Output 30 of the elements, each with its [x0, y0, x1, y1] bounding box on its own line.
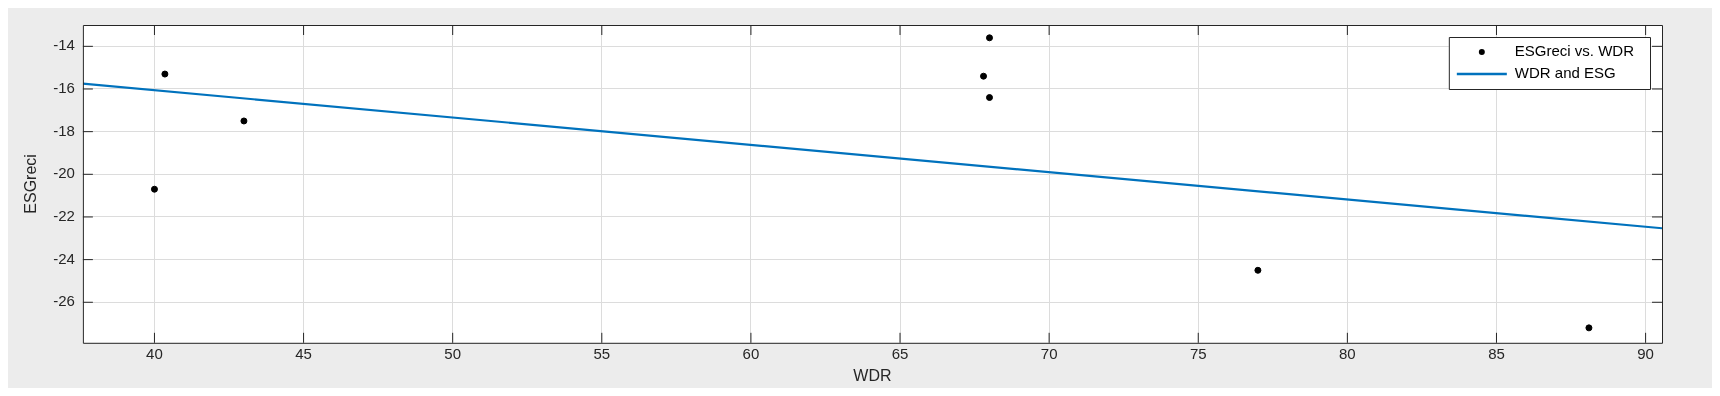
- x-tick-label: 40: [146, 344, 163, 362]
- x-tick-label: 55: [593, 344, 611, 362]
- y-tick-label: -18: [53, 121, 75, 139]
- x-tick-label: 90: [1637, 344, 1654, 362]
- point: [240, 117, 248, 125]
- point: [986, 34, 993, 42]
- y-tick-label: -22: [53, 207, 75, 225]
- y-tick-label: -20: [53, 164, 75, 182]
- x-tick-label: 65: [891, 344, 909, 362]
- x-tick-label: 60: [742, 344, 760, 362]
- legend-label: ESGreci vs. WDR: [1514, 42, 1635, 60]
- x-tick-label: 75: [1189, 344, 1207, 362]
- legend-label: WDR and ESG: [1514, 64, 1616, 82]
- y-tick-label: -24: [53, 249, 75, 267]
- x-tick-label: 50: [444, 344, 462, 362]
- point: [1585, 324, 1593, 332]
- point: [980, 72, 988, 80]
- point: [161, 70, 169, 78]
- point: [986, 94, 993, 102]
- point: [1254, 266, 1262, 274]
- y-axis-title: ESGreci: [22, 154, 40, 214]
- x-tick-label: 85: [1488, 344, 1505, 362]
- y-tick-label: -14: [53, 36, 75, 54]
- x-tick-label: 70: [1040, 344, 1058, 362]
- point: [150, 185, 158, 193]
- x-tick-label: 80: [1339, 344, 1356, 362]
- y-tick-label: -26: [53, 292, 75, 310]
- x-tick-label: 45: [295, 344, 312, 362]
- y-tick-label: -16: [53, 79, 75, 97]
- x-axis-title: WDR: [853, 366, 892, 384]
